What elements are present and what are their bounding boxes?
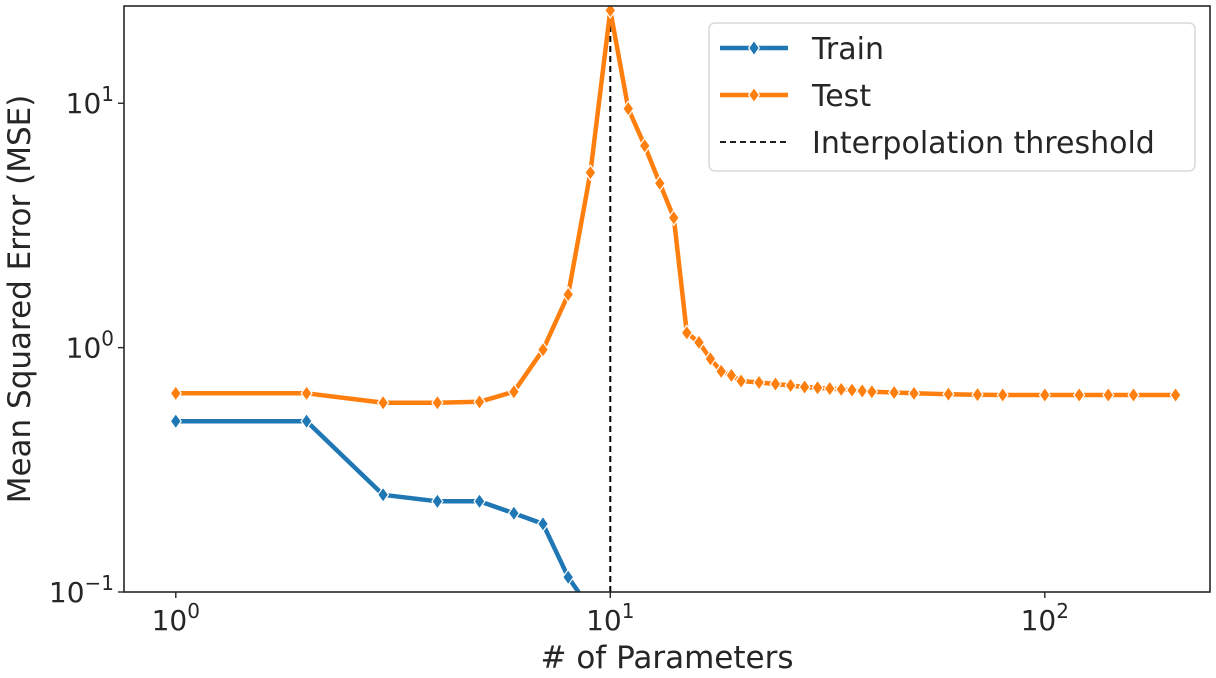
test-point-30 [887, 384, 901, 402]
y-tick-label-1: 100 [66, 327, 114, 365]
test-point-38 [1127, 386, 1140, 404]
x-tick-label-2: 102 [1021, 599, 1069, 637]
test-point-39 [1169, 386, 1182, 404]
train-series [169, 412, 582, 592]
test-point-28 [856, 382, 869, 400]
test-point-6 [536, 341, 550, 359]
test-point-1 [300, 384, 313, 402]
test-point-14 [680, 324, 693, 342]
test-point-18 [725, 366, 738, 384]
chart-marks [169, 6, 1182, 592]
train-point-1 [300, 412, 313, 430]
train-point-5 [507, 504, 521, 522]
x-axis-label: # of Parameters [541, 640, 794, 676]
train-point-2 [376, 486, 390, 504]
test-point-3 [431, 394, 444, 412]
test-point-21 [769, 375, 782, 393]
x-tick-label-1: 101 [586, 599, 634, 637]
x-tick-label-0: 100 [152, 599, 200, 637]
test-point-20 [752, 373, 766, 392]
train-point-0 [169, 412, 182, 430]
test-point-22 [784, 376, 797, 395]
test-point-25 [823, 380, 836, 398]
test-point-13 [667, 209, 680, 227]
test-point-10 [622, 100, 635, 118]
legend-box [708, 22, 1196, 172]
test-point-33 [971, 386, 984, 404]
test-point-15 [692, 333, 706, 351]
test-point-0 [169, 384, 182, 402]
test-point-9 [604, 6, 617, 19]
legend-label-interpolation-threshold: Interpolation threshold [812, 126, 1155, 161]
train-point-7 [562, 568, 575, 586]
test-point-5 [507, 383, 521, 401]
legend-label-test: Test [811, 79, 871, 114]
test-point-11 [638, 137, 651, 155]
test-point-17 [715, 362, 728, 380]
test-point-24 [811, 379, 824, 397]
legend-marker-train [747, 39, 761, 57]
test-point-26 [835, 380, 848, 398]
y-tick-label-0: 10−1 [49, 571, 114, 609]
test-point-7 [562, 285, 575, 304]
test-series [169, 6, 1182, 412]
train-point-6 [536, 515, 550, 533]
test-point-35 [1038, 386, 1051, 404]
legend-label-train: Train [811, 32, 884, 67]
y-axis-label: Mean Squared Error (MSE) [2, 95, 38, 504]
test-point-29 [865, 383, 879, 401]
plot-area-frame [123, 5, 1211, 593]
legend-marker-test [747, 86, 761, 104]
test-point-32 [942, 385, 955, 403]
test-point-4 [473, 393, 486, 411]
test-point-2 [376, 394, 390, 412]
test-point-23 [798, 378, 811, 396]
test-point-34 [996, 386, 1009, 404]
y-tick-label-2: 101 [66, 82, 114, 120]
test-point-16 [704, 350, 717, 368]
test-point-27 [845, 381, 859, 399]
axis-ticks: 100 101 102 10−1 100 101 [49, 82, 1069, 637]
train-line [173, 418, 582, 592]
test-point-37 [1102, 386, 1115, 404]
train-point-3 [431, 492, 444, 510]
test-point-31 [907, 384, 921, 402]
test-point-12 [653, 174, 666, 192]
test-point-19 [734, 372, 748, 390]
legend: Train Test Interpolation threshold [708, 22, 1196, 172]
test-point-36 [1073, 386, 1086, 404]
test-line [173, 8, 1178, 405]
train-point-4 [473, 492, 486, 510]
test-point-8 [584, 164, 597, 182]
